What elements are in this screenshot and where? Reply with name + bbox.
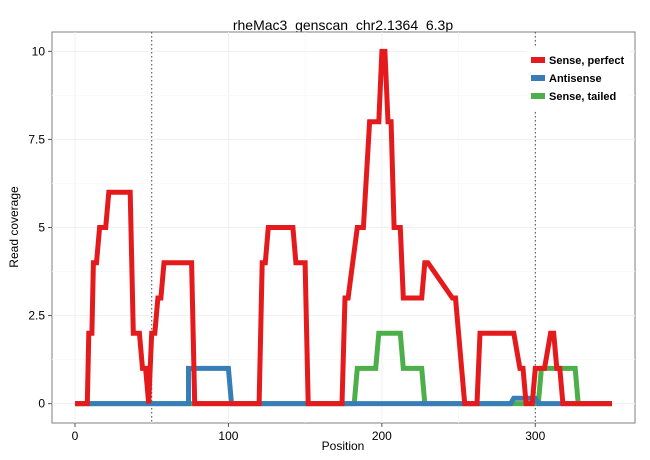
y-tick-label-1: 2.5: [28, 309, 45, 323]
x-tick-label-0: 0: [72, 429, 79, 443]
y-tick-label-4: 10: [32, 44, 46, 58]
y-tick-label-2: 5: [38, 221, 45, 235]
series-lines: [75, 48, 612, 407]
legend-key-2: [531, 93, 545, 99]
chart-title: rheMac3_genscan_chr2.1364_6.3p: [233, 17, 453, 33]
legend-label-1: Antisense: [549, 73, 602, 85]
legend-label-0: Sense, perfect: [549, 55, 625, 67]
axis-ticks: 0 100 200 300 0 2.5 5 7.5 10: [28, 44, 545, 443]
legend-key-0: [531, 57, 545, 63]
series-line-0: [75, 48, 612, 407]
series-line-1: [75, 365, 612, 407]
x-tick-label-1: 100: [218, 429, 238, 443]
y-tick-label-3: 7.5: [28, 132, 45, 146]
legend: Sense, perfect Antisense Sense, tailed: [526, 47, 630, 111]
legend-key-1: [531, 75, 545, 81]
y-tick-label-0: 0: [38, 397, 45, 411]
series-line-2: [75, 330, 612, 407]
legend-label-2: Sense, tailed: [549, 91, 616, 103]
x-tick-label-2: 200: [372, 429, 392, 443]
x-tick-label-3: 300: [525, 429, 545, 443]
x-axis-label: Position: [322, 439, 365, 453]
y-axis-label: Read coverage: [7, 186, 21, 268]
